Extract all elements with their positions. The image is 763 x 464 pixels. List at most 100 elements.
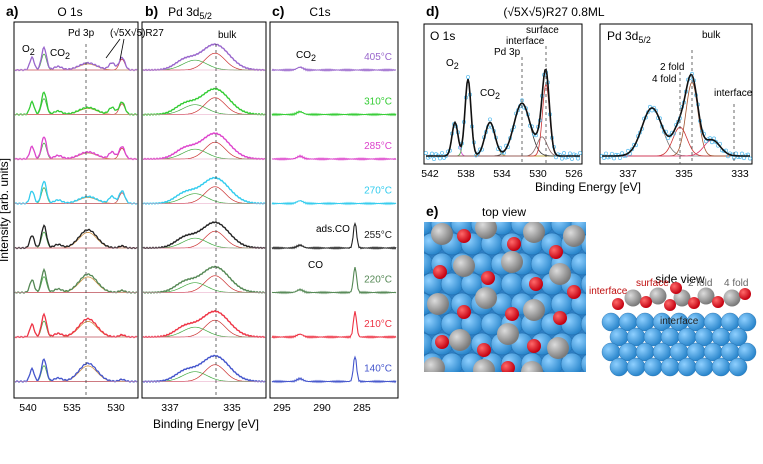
oxygen-atom [670,282,682,294]
panel-d-left-xtick: 538 [457,168,475,180]
data-point [710,140,714,145]
pd-substrate-atom [643,357,663,377]
oxygen-atom [433,265,447,279]
panel-a-frame [13,21,139,399]
oxygen-atom [481,271,495,285]
oxygen-atom [688,297,700,309]
pd-substrate-atom [570,332,586,356]
spectrum-trace [14,267,138,294]
pd-substrate-atom [500,272,524,296]
panel-a-co2-label: CO2 [50,48,70,61]
side-surface-label: surface [636,278,669,289]
pd-oxide-atom [523,222,545,243]
temperature-label: 270°C [364,186,392,197]
data-point [714,140,718,144]
pd-substrate-atom [728,357,748,377]
panel-letter-c: c) [272,3,284,19]
panel-a-pd3p-label: Pd 3p [68,28,95,39]
pd-substrate-atom [580,354,586,372]
side-view-model [601,282,757,377]
pd-oxide-atom [427,293,449,315]
spectrum-trace [142,176,266,205]
oxygen-atom [739,288,751,300]
spectrum-trace [14,45,138,72]
data-point [424,151,428,156]
panel-a-phase-pointer [105,38,121,59]
panel-a-phase-label: (√5X√5)R27 [110,27,164,39]
spectrum-trace [271,66,397,72]
pd-substrate-atom [677,357,697,377]
oxygen-atom [712,296,724,308]
spectrum-trace [271,200,397,206]
spectrum-component [143,148,265,160]
panel-d-left-spectrum [424,68,582,161]
pd-substrate-atom [737,342,757,362]
panel-c-frame [269,21,399,399]
data-point [568,151,572,156]
spectrum-trace [14,136,137,161]
pd-substrate-atom [424,312,444,336]
data-point [430,151,434,156]
pd-substrate-atom [728,327,748,347]
pd-oxide-atom [501,251,523,273]
oxygen-atom [640,296,652,308]
fit-component [426,136,580,157]
fit-envelope [426,68,580,157]
panel-letter-e: e) [426,203,438,219]
panel-b-title: Pd 3d5/2 [168,5,212,21]
panel-a-xtick: 535 [63,402,81,414]
oxygen-atom [501,361,515,372]
oxygen-atom [457,229,471,243]
panel-a-xtick: 540 [19,402,37,414]
pd-oxide-atom [497,323,519,345]
pd-substrate-atom [660,357,680,377]
data-point [630,147,634,152]
pd-oxide-atom [453,255,475,277]
panel-d-interface-label: interface [506,36,545,47]
data-point [578,151,582,156]
data-point [562,151,566,156]
panel-d-fourfold-label: 4 fold [652,74,676,85]
temperature-label: 405°C [364,52,392,63]
pd-substrate-atom [424,332,434,356]
fit-component [602,126,750,157]
side-interface-red-label: interface [589,286,628,297]
panel-d-right-title: Pd 3d5/2 [607,29,651,45]
spectrum-trace [142,354,266,383]
oxygen-atom [507,237,521,251]
panel-b-bulk-label: bulk [218,30,237,41]
pd-oxide-atom [649,287,667,305]
side-twofold-label: 2 fold [688,278,712,289]
panel-a-phase-pointer-2 [119,38,125,61]
temperature-label: 140°C [364,364,392,375]
spectrum-trace [271,154,397,161]
oxygen-atom [567,285,581,299]
data-point [604,151,608,156]
panel-d-right-spectrum [600,71,752,161]
panel-d-twofold-label: 2 fold [660,62,684,73]
data-point [734,151,738,156]
panel-d-left-frame [423,23,583,165]
panel-a-title: O 1s [57,5,82,19]
pd-oxide-atom [521,361,543,372]
spectrum-trace [271,110,397,117]
oxygen-atom [435,335,449,349]
data-point [722,149,726,154]
panel-d-interface-right-label: interface [714,88,753,99]
fit-component [426,79,580,157]
panel-c-title: C1s [309,5,330,19]
oxygen-atom [549,245,563,259]
spectrum-trace [142,132,266,161]
data-point [576,156,580,161]
panel-a-xtick: 530 [107,402,125,414]
spectrum-trace [271,266,397,295]
pd-oxide-atom [523,299,545,321]
spectrum-trace [14,358,138,383]
oxygen-atom [553,311,567,325]
panel-d-left-xtick: 542 [421,168,439,180]
pd-oxide-atom [475,222,497,239]
panel-d-right-xtick: 337 [619,168,637,180]
spectrum-trace [271,221,397,250]
panel-d-left-xtick: 526 [565,168,583,180]
